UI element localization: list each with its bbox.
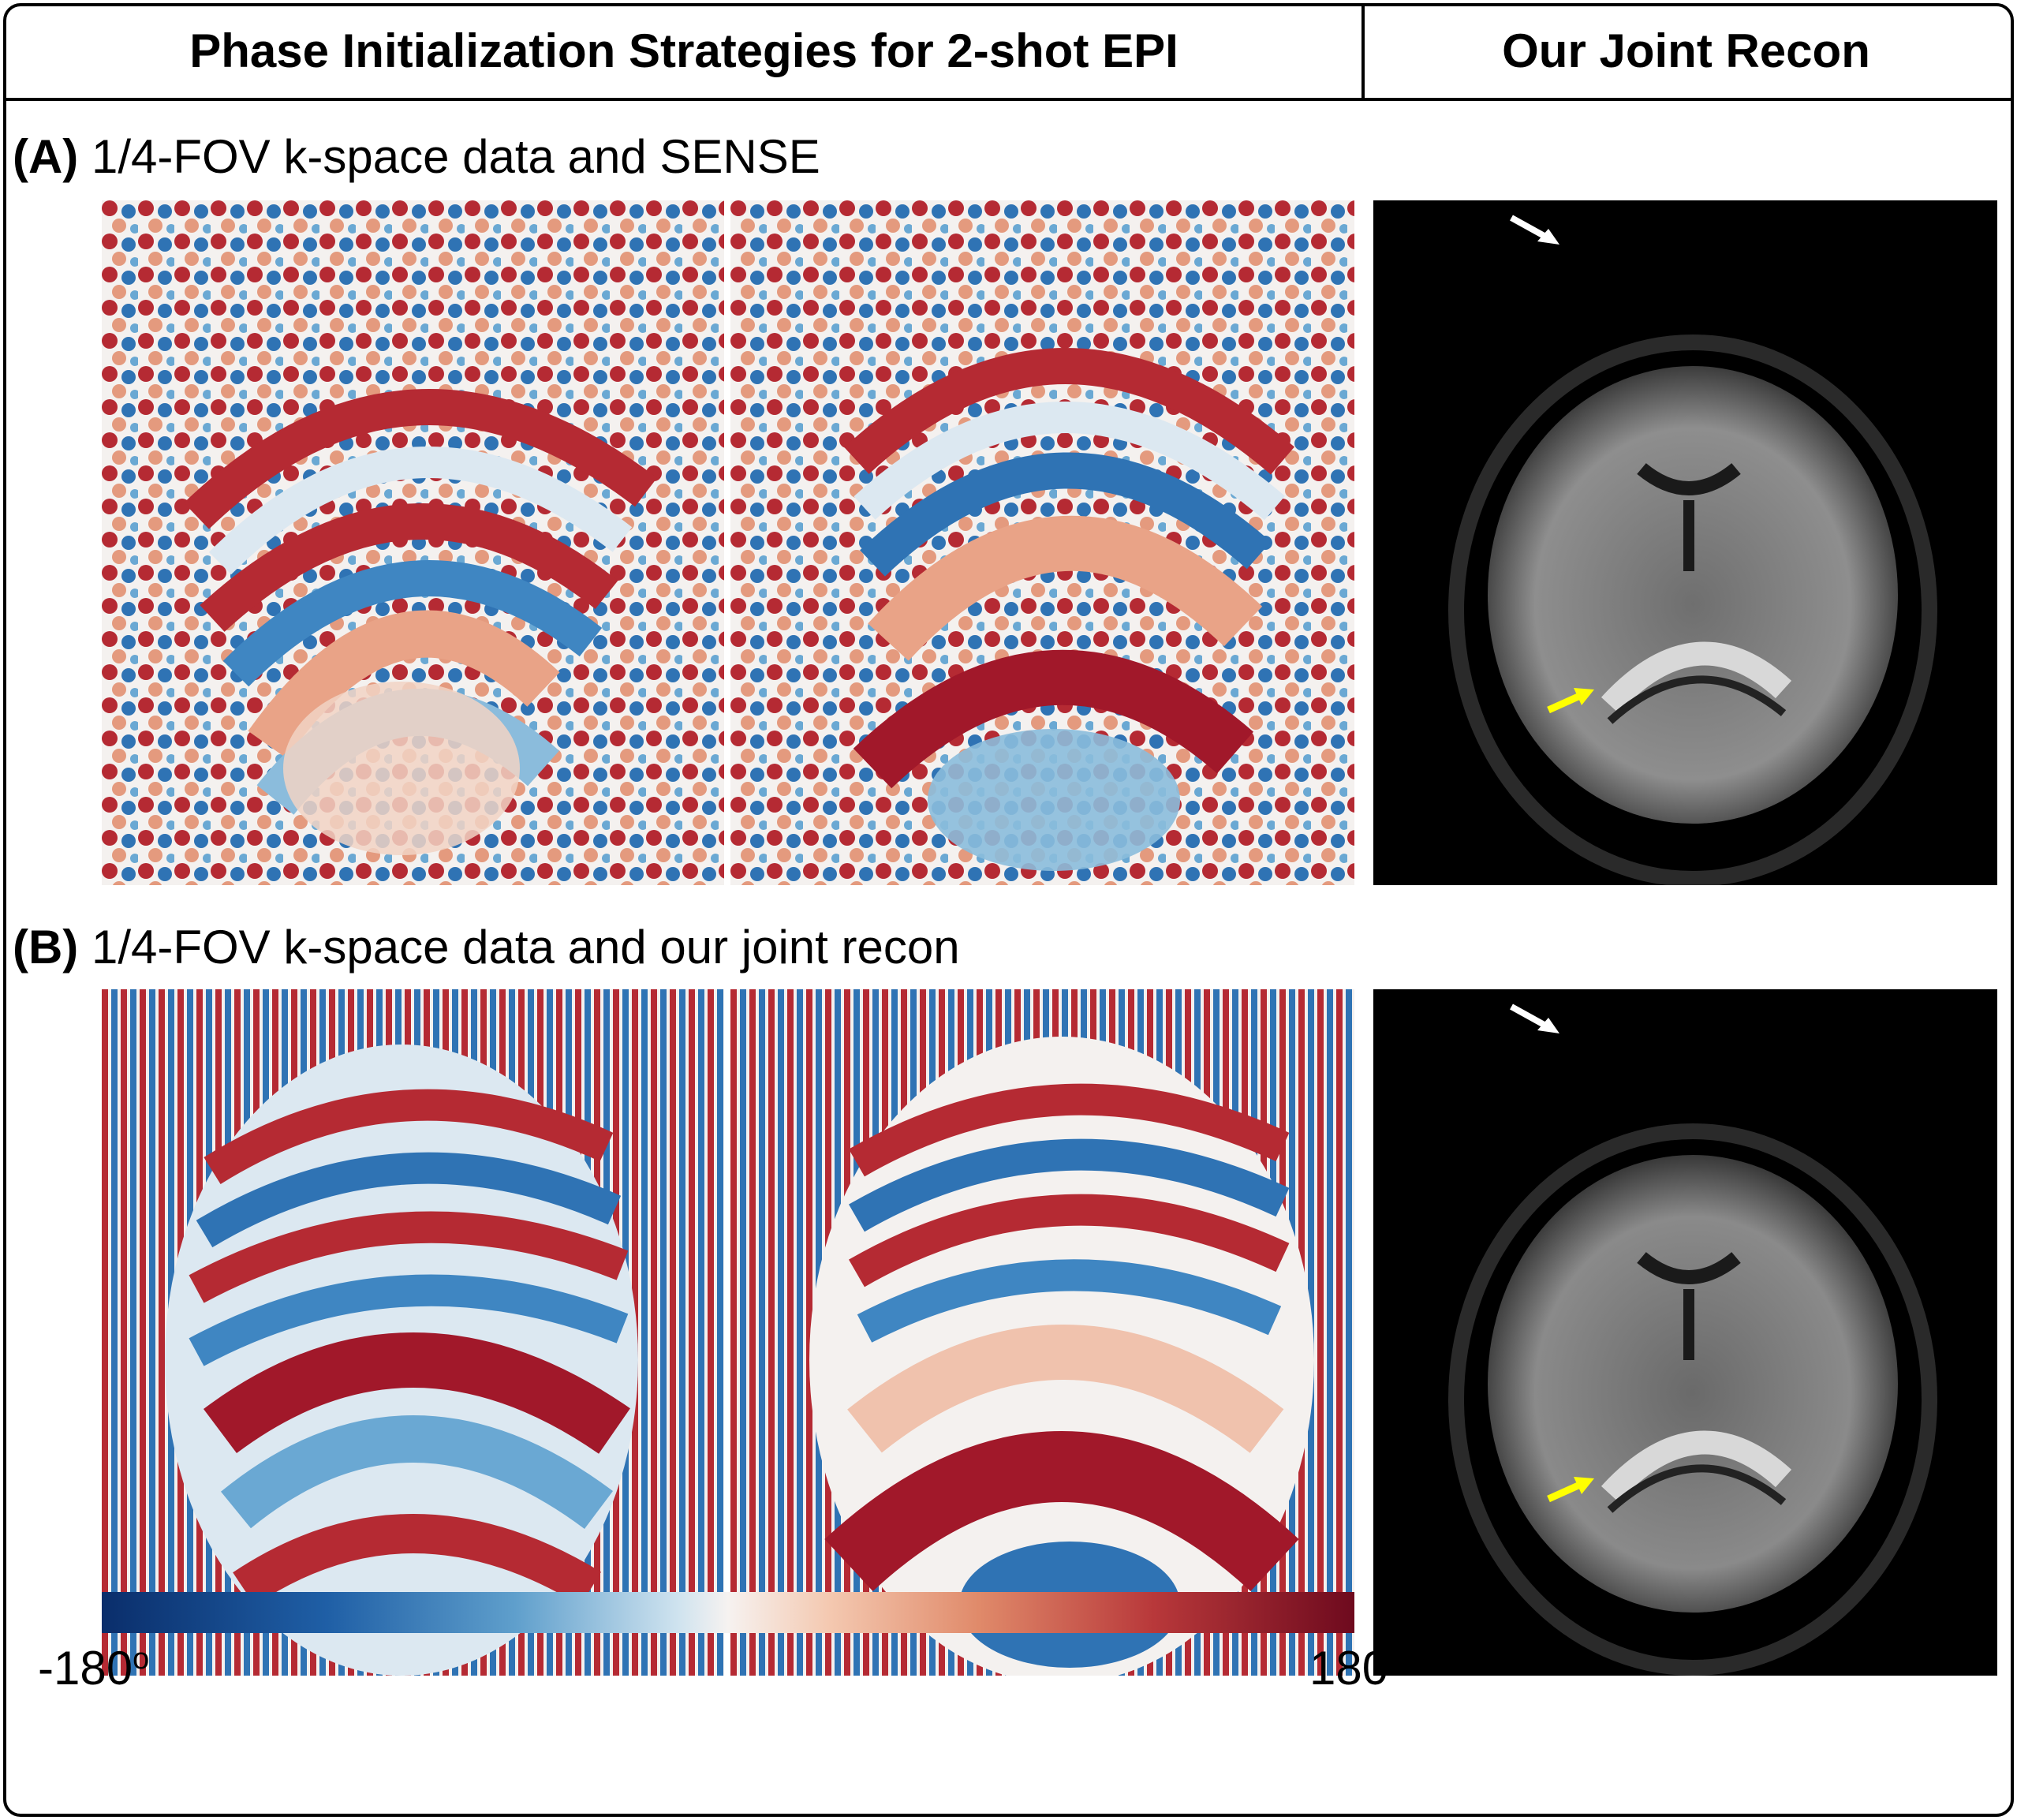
white-arrow-icon [1510, 215, 1559, 245]
row-a-label: (A) 1/4-FOV k-space data and SENSE [13, 129, 820, 184]
joint-recon-a [1373, 200, 1997, 885]
header-left-title: Phase Initialization Strategies for 2-sh… [189, 24, 1178, 77]
phase-map-b-shot1 [102, 989, 724, 1676]
yellow-arrow-icon [1547, 1477, 1594, 1503]
joint-recon-b [1373, 989, 1997, 1676]
colorbar-min-label: -180o [38, 1642, 150, 1695]
colorbar-max-label: 180o [1309, 1642, 1406, 1695]
phase-map-a-shot2 [730, 200, 1354, 885]
figure-frame [3, 3, 2014, 1817]
header-column-divider [1361, 3, 1365, 101]
yellow-arrow-icon [1547, 688, 1594, 714]
row-b-text: 1/4-FOV k-space data and our joint recon [91, 921, 960, 974]
row-a-text: 1/4-FOV k-space data and SENSE [91, 130, 820, 183]
row-a-letter: (A) [13, 130, 79, 183]
row-b-letter: (B) [13, 921, 79, 974]
phase-colorbar [102, 1592, 1354, 1633]
phase-map-b-shot2 [730, 989, 1354, 1676]
phase-map-a-shot1 [102, 200, 724, 885]
row-b-label: (B) 1/4-FOV k-space data and our joint r… [13, 920, 960, 974]
header-divider [3, 98, 2014, 101]
header-right-title: Our Joint Recon [1502, 24, 1870, 77]
white-arrow-icon [1510, 1003, 1559, 1033]
